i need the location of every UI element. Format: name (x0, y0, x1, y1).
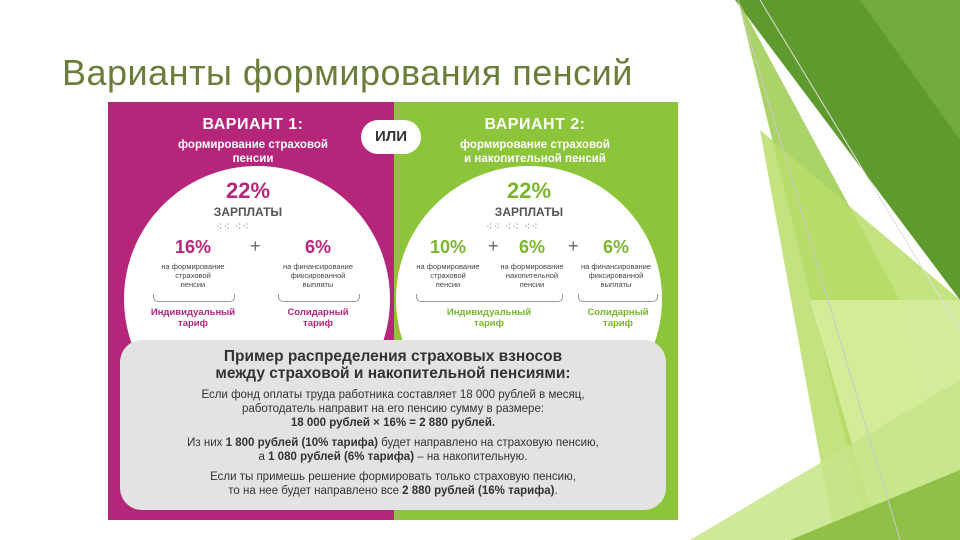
variant2-part3-desc-2: фиксированной (588, 271, 644, 280)
variant1-tariff2-1: Солидарный (287, 307, 349, 318)
variant2-part3-desc-3: выплаты (600, 280, 632, 289)
variant1-part2-desc: на финансирование фиксированной выплаты (273, 262, 363, 289)
variant1-part2-desc-3: выплаты (302, 280, 334, 289)
example-line-5a: а (258, 451, 269, 463)
example-line-2: работодатель направит на его пенсию сумм… (241, 403, 545, 415)
example-line-5: а 1 080 рублей (6% тарифа) – на накопите… (120, 450, 666, 464)
variant1-part2-desc-2: фиксированной (290, 271, 346, 280)
variant1-tariff1-1: Индивидуальный (150, 307, 236, 318)
plus-icon: + (250, 236, 261, 256)
variant2-tariff1-2: тариф (474, 318, 504, 329)
variant1-total-pct: 22% (225, 178, 271, 203)
variant1-heading: ВАРИАНТ 1: формирование страховой пенсии (138, 116, 368, 166)
variant1-part1-pct: 16% (174, 237, 212, 257)
variant2-part1-desc-3: пенсии (435, 280, 461, 289)
example-line-4b: 1 800 рублей (10% тарифа) (225, 437, 378, 449)
variant2-desc-1: формирование страховой (460, 139, 610, 151)
variant2-part3-desc-1: на финансирование (580, 262, 652, 271)
example-line-4c: будет направлено на страховую пенсию, (377, 437, 599, 449)
variant1-title: ВАРИАНТ 1: (202, 116, 304, 133)
plus-icon-1: + (488, 236, 499, 256)
example-line-7c: . (554, 485, 558, 497)
variant1-part1-desc-1: на формирование (161, 262, 225, 271)
variant2-part1-desc-2: страховой (430, 271, 466, 280)
variant2-brace-1 (416, 294, 563, 302)
variant1-part2-pct: 6% (304, 237, 331, 257)
example-line-6: Если ты примешь решение формировать толь… (210, 471, 576, 483)
pension-infographic: ВАРИАНТ 1: формирование страховой пенсии… (108, 102, 678, 520)
variant2-total-pct: 22% (506, 178, 552, 203)
variant2-brace-2 (578, 294, 658, 302)
variant1-brace-1 (153, 294, 235, 302)
variant2-heading: ВАРИАНТ 2: формирование страховой и нако… (420, 116, 650, 166)
slide-title: Варианты формирования пенсий (62, 52, 633, 93)
variant2-part1-desc-1: на формирование (416, 262, 480, 271)
variant2-part1-desc: на формирование страховой пенсии (408, 262, 488, 289)
variant1-part1-desc: на формирование страховой пенсии (148, 262, 238, 289)
variant1-tariff1-2: тариф (178, 318, 208, 329)
variant1-tariff2-2: тариф (303, 318, 333, 329)
variant2-part2-pct: 6% (518, 237, 545, 257)
example-line-1: Если фонд оплаты труда работника составл… (201, 389, 585, 401)
variant2-part2-desc: на формирование накопительной пенсии (492, 262, 572, 289)
example-title-1: Пример распределения страховых взносов (223, 348, 563, 365)
example-line-4a: Из них (187, 437, 226, 449)
variant2-title: ВАРИАНТ 2: (484, 116, 586, 133)
example-line-7: то на нее будет направлено все 2 880 руб… (120, 484, 666, 498)
variant2-part1-pct: 10% (429, 237, 467, 257)
example-line-7a: то на нее будет направлено все (228, 485, 403, 497)
example-panel: Пример распределения страховых взносов м… (120, 340, 666, 510)
variant2-total-label: ЗАРПЛАТЫ (494, 205, 564, 219)
variant2-tariff1-1: Индивидуальный (446, 307, 532, 318)
variant2-desc-2: и накопительной пенсий (464, 153, 606, 165)
variant2-part3-pct: 6% (602, 237, 629, 257)
example-title: Пример распределения страховых взносов м… (120, 348, 666, 382)
variant2-tariff1: Индивидуальный тариф (434, 307, 544, 329)
variant2-tariff2-1: Солидарный (587, 307, 649, 318)
variant2-part2-desc-1: на формирование (500, 262, 564, 271)
example-line-7b: 2 880 рублей (16% тарифа) (402, 485, 555, 497)
example-line-4: Из них 1 800 рублей (10% тарифа) будет н… (120, 436, 666, 450)
variant1-part1-desc-3: пенсии (180, 280, 206, 289)
variant1-tariff1: Индивидуальный тариф (138, 307, 248, 329)
variant2-tariff2: Солидарный тариф (568, 307, 668, 329)
example-line-5c: – на накопительную. (414, 451, 528, 463)
variant2-part2-desc-2: накопительной (505, 271, 559, 280)
example-title-2: между страховой и накопительной пенсиями… (215, 365, 571, 382)
example-line-3: 18 000 рублей × 16% = 2 880 рублей. (290, 417, 496, 429)
variant2-part2-desc-3: пенсии (519, 280, 545, 289)
variant1-desc-1: формирование страховой (178, 139, 328, 151)
plus-icon-2: + (568, 236, 579, 256)
variant2-tariff2-2: тариф (603, 318, 633, 329)
variant2-split-dots: ⁖⁖ ⁖⁖ ⁖⁖ (486, 221, 539, 233)
variant1-tariff2: Солидарный тариф (268, 307, 368, 329)
variant1-total-label: ЗАРПЛАТЫ (213, 205, 283, 219)
variant1-part2-desc-1: на финансирование (282, 262, 354, 271)
variant1-desc-2: пенсии (232, 153, 274, 165)
variant2-part3-desc: на финансирование фиксированной выплаты (574, 262, 658, 289)
or-badge: ИЛИ (361, 120, 421, 154)
variant1-brace-2 (278, 294, 360, 302)
variant1-part1-desc-2: страховой (175, 271, 211, 280)
variant1-split-dots: ⁖⁖ ⁖⁖ (216, 221, 250, 233)
example-line-5b: 1 080 рублей (6% тарифа) (268, 451, 415, 463)
